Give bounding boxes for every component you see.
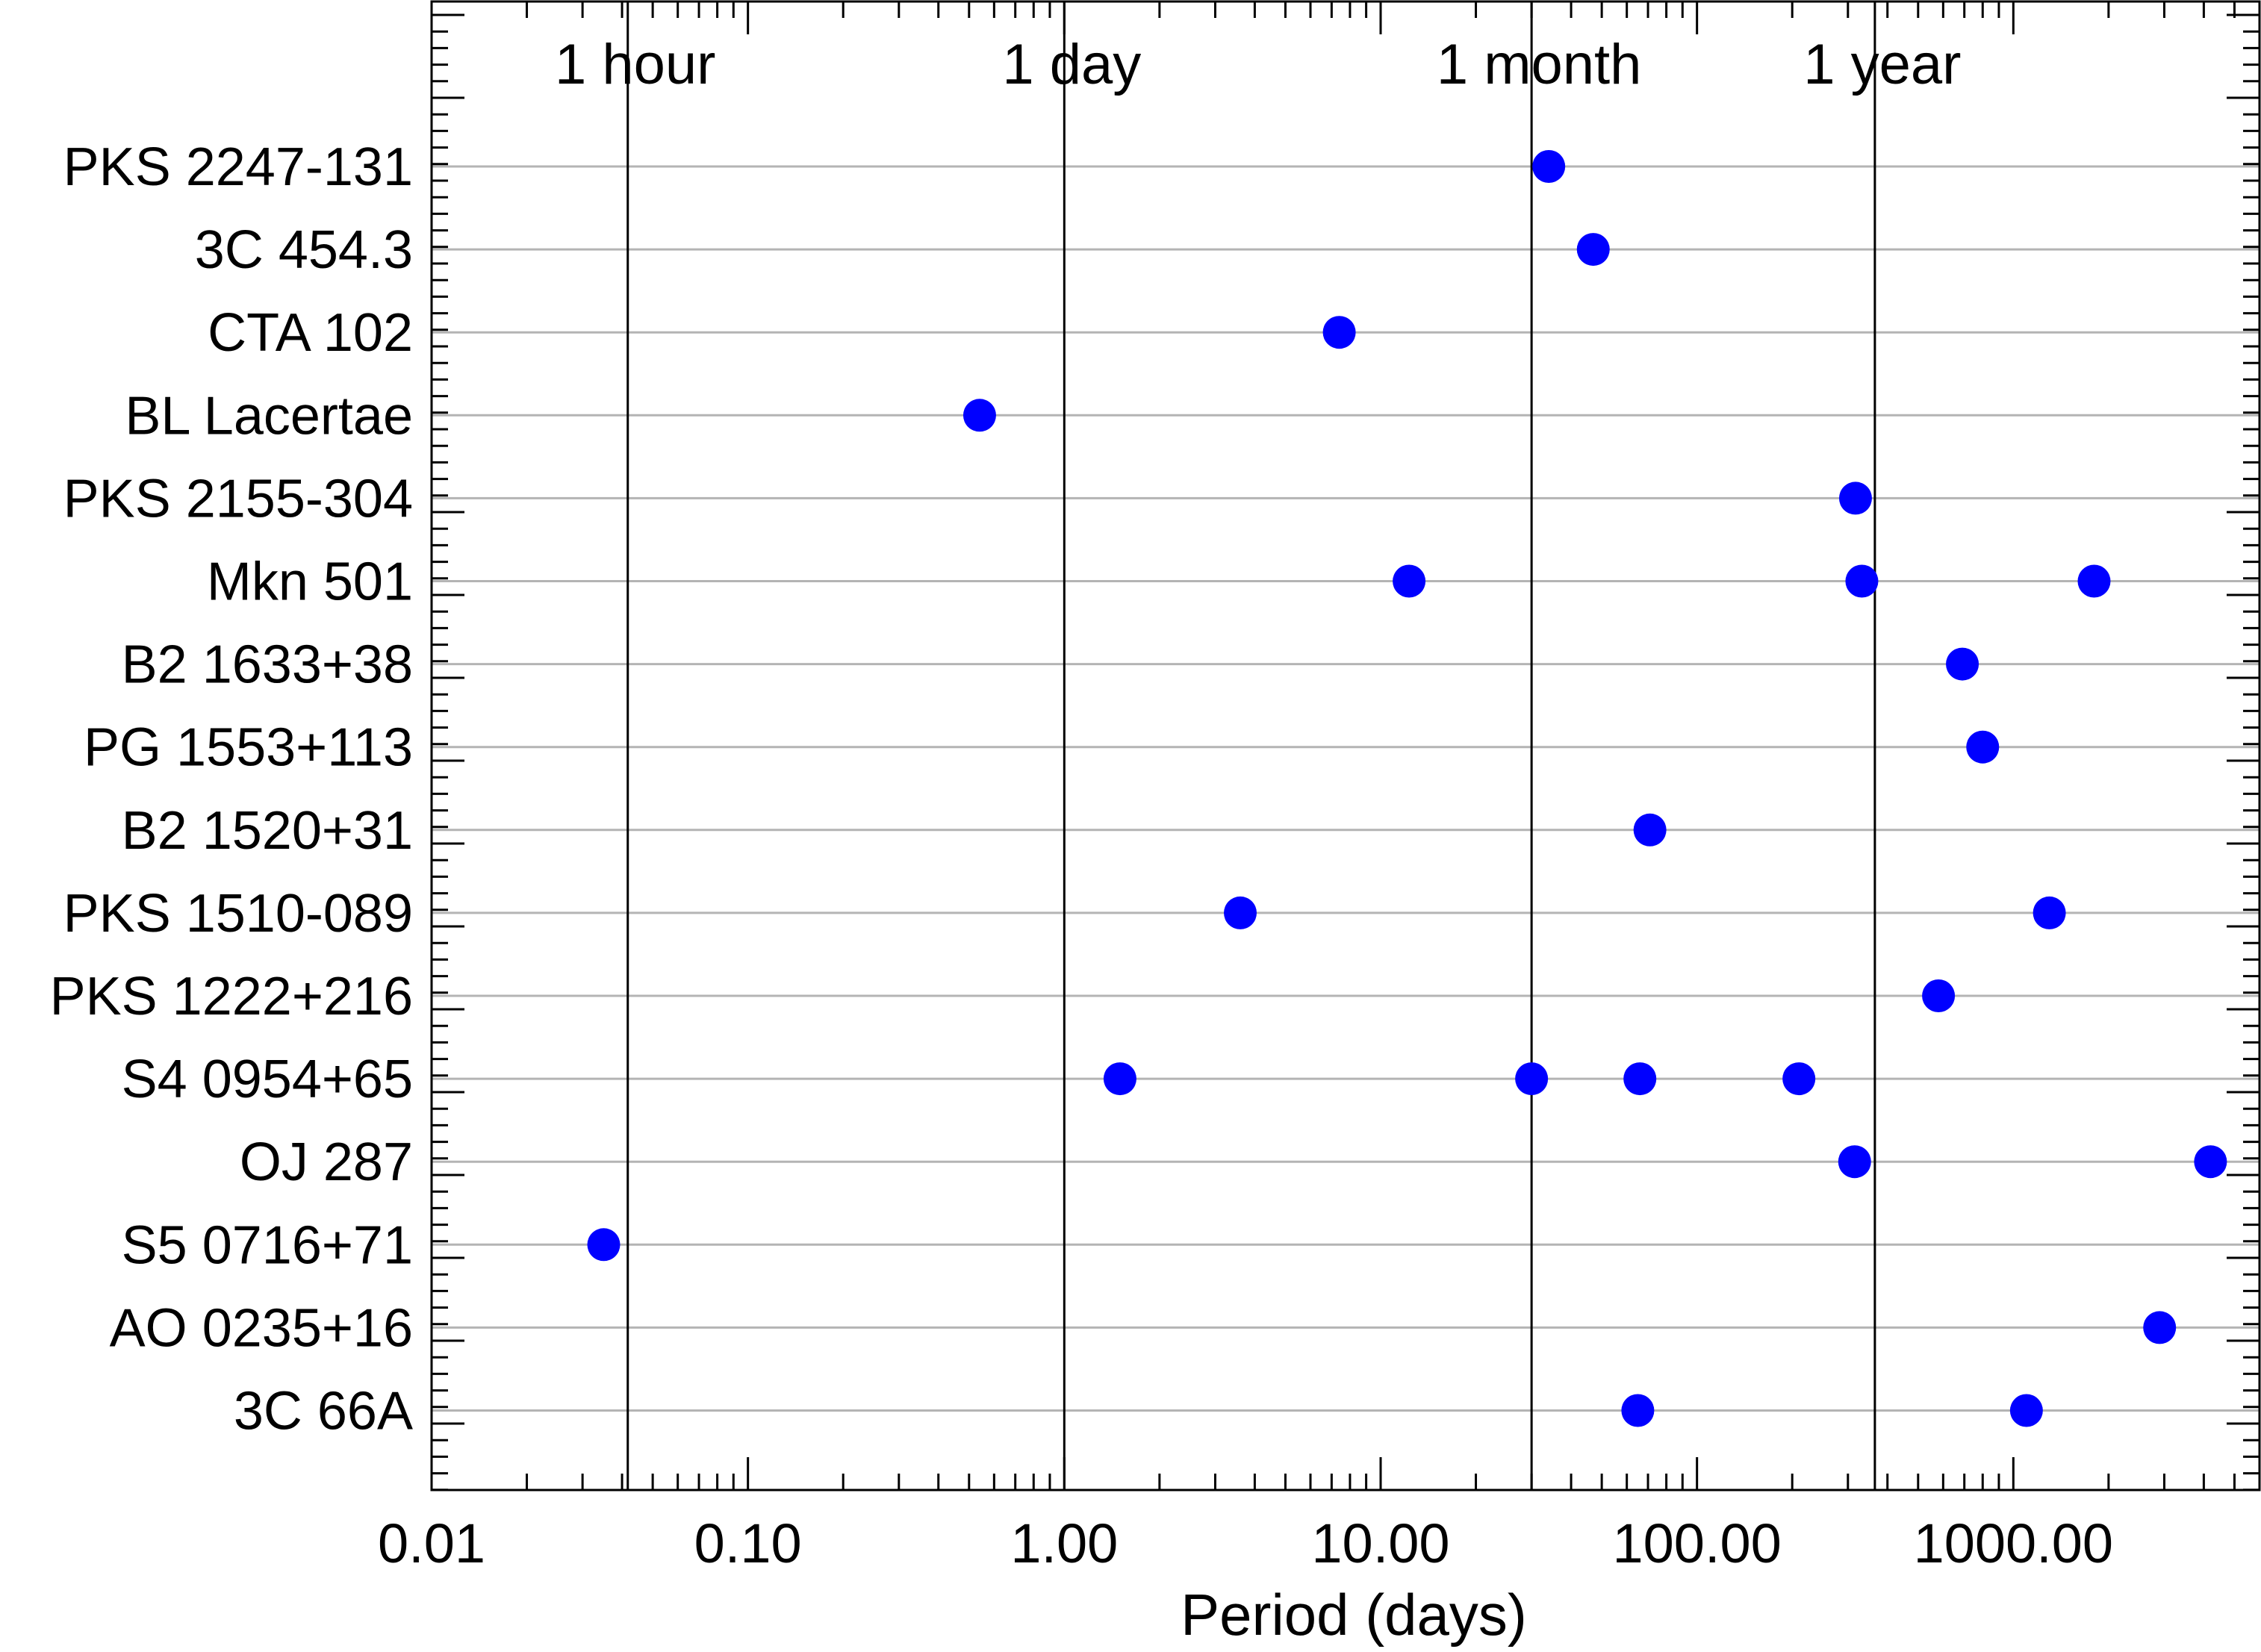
x-tick-label: 100.00	[1612, 1512, 1781, 1574]
plot-frame	[430, 0, 2261, 1492]
data-point	[2009, 1394, 2043, 1427]
data-point	[1845, 564, 1879, 598]
data-point	[1322, 316, 1356, 349]
reference-label: 1 day	[1002, 33, 1141, 96]
data-point	[1966, 730, 2000, 764]
data-point	[1838, 1145, 1871, 1179]
reference-lines	[626, 1, 1876, 1490]
x-axis-title: Period (days)	[1181, 1582, 1527, 1648]
source-label: PG 1553+113	[84, 718, 413, 778]
source-label: S4 0954+65	[122, 1050, 413, 1109]
source-label: PKS 1510-089	[63, 884, 413, 944]
source-label: PKS 2247-131	[63, 137, 413, 197]
plot-border	[430, 0, 2261, 1492]
data-points	[587, 150, 2227, 1427]
data-point	[1576, 233, 1610, 266]
data-point	[1515, 1062, 1549, 1096]
grid-lines	[432, 165, 2260, 1412]
source-label: AO 0235+16	[110, 1298, 413, 1358]
data-point	[1633, 813, 1667, 847]
x-tick-label: 1000.00	[1914, 1512, 2114, 1574]
x-tick-label: 0.01	[378, 1512, 485, 1574]
data-point	[1393, 564, 1426, 598]
source-label: S5 0716+71	[122, 1215, 413, 1275]
data-point	[1946, 647, 1979, 681]
data-point	[1782, 1062, 1816, 1096]
source-label: 3C 454.3	[195, 220, 413, 280]
data-point	[1623, 1062, 1657, 1096]
reference-label: 1 year	[1803, 33, 1961, 96]
data-point	[1621, 1394, 1655, 1427]
data-point	[2077, 564, 2111, 598]
reference-label: 1 month	[1437, 33, 1642, 96]
data-point	[587, 1228, 621, 1262]
data-point	[1922, 979, 1956, 1012]
data-point	[962, 399, 996, 432]
data-point	[2033, 896, 2066, 929]
source-label: PKS 2155-304	[63, 469, 413, 529]
source-label: BL Lacertae	[125, 386, 413, 446]
source-label: Mkn 501	[207, 552, 413, 612]
x-tick-label: 1.00	[1010, 1512, 1118, 1574]
axis-labels: PKS 2247-131 3C 454.3 CTA 102 BL Lacertae PK…	[50, 33, 2113, 1574]
source-label: 3C 66A	[234, 1382, 413, 1441]
source-label: B2 1520+31	[122, 801, 413, 861]
x-tick-label: 10.00	[1311, 1512, 1449, 1574]
axis-ticks	[430, 1, 2261, 1492]
data-point	[2143, 1311, 2177, 1344]
source-label: B2 1633+38	[122, 635, 413, 695]
data-point	[1103, 1062, 1136, 1096]
reference-label: 1 hour	[555, 33, 716, 96]
data-point	[1838, 481, 1872, 515]
data-point	[2194, 1145, 2227, 1179]
source-label: OJ 287	[240, 1132, 413, 1192]
data-point	[1532, 150, 1566, 183]
source-label: CTA 102	[208, 303, 413, 363]
source-label: PKS 1222+216	[50, 967, 413, 1026]
data-point	[1224, 896, 1257, 929]
x-tick-label: 0.10	[694, 1512, 802, 1574]
